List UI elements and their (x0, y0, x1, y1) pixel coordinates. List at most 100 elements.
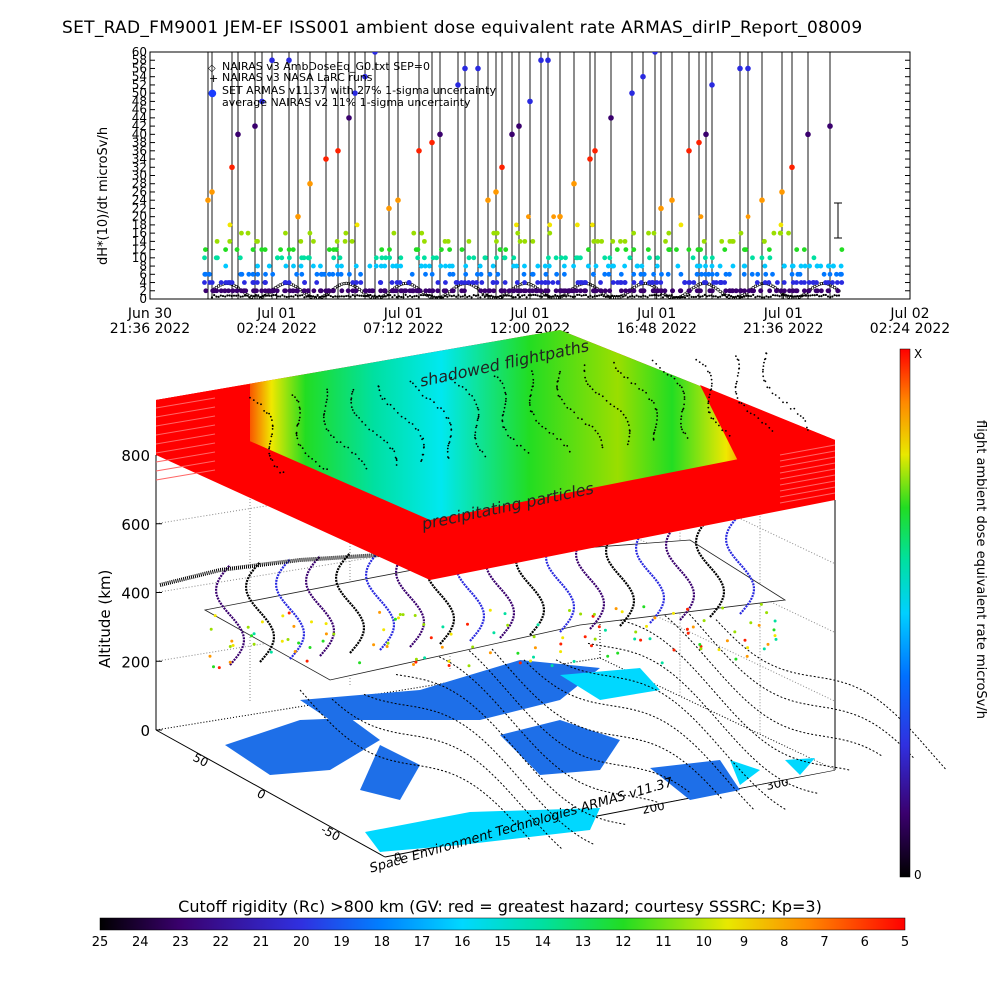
armas-point (474, 280, 479, 285)
nairas-point (466, 295, 469, 299)
shadowed-track-dot (557, 394, 560, 397)
armas-point (206, 271, 212, 277)
armas-point (666, 230, 672, 236)
nairas-point (819, 281, 824, 286)
orbit-edge-point (561, 636, 565, 640)
armas-point (413, 247, 419, 253)
nairas-point (287, 295, 291, 298)
armas-point (654, 288, 660, 294)
shadowed-track-dot (712, 417, 715, 420)
armas-point (254, 288, 259, 294)
bottom-colorbar (99, 917, 906, 931)
shadowed-track-dot (386, 441, 389, 444)
nairas-point (250, 294, 253, 297)
shadowed-track-dot (475, 403, 478, 406)
armas-point (545, 288, 551, 294)
shadowed-track-dot (249, 396, 251, 399)
shadowed-track-dot (659, 367, 661, 369)
armas-spike-point (745, 65, 751, 72)
shadowed-track-dot (404, 417, 407, 420)
armas-point (421, 255, 427, 261)
armas-point (543, 271, 549, 277)
nairas-point (342, 281, 346, 286)
orbit-edge-point (488, 608, 492, 612)
shadowed-track-dot (414, 427, 417, 430)
nairas-point (688, 293, 691, 297)
orbit-edge-point (293, 650, 297, 653)
nairas-point (307, 294, 310, 298)
orbit-edge-point (382, 628, 386, 632)
nairas-point (822, 293, 825, 297)
nairas-point (463, 294, 467, 297)
top-y-label: dH*(10)/dt microSv/h (96, 126, 111, 265)
shadowed-track-dot (734, 391, 737, 393)
shadowed-track-dot (682, 431, 685, 434)
nairas-point (513, 285, 518, 289)
armas-point (797, 271, 803, 277)
nairas-point (824, 293, 827, 297)
orbit-edge-point (332, 632, 336, 636)
orbit-edge-point (766, 642, 770, 646)
armas-spike-point (516, 123, 522, 129)
nairas-point (642, 294, 645, 297)
nairas-point (810, 286, 815, 290)
y-tick-label: 44 (132, 111, 147, 125)
nairas-point (793, 295, 797, 298)
armas-spike-point (703, 131, 709, 138)
armas-point (274, 255, 280, 261)
armas-series (202, 52, 845, 294)
armas-point (498, 288, 504, 294)
shadowed-track-dot (481, 450, 484, 453)
shadowed-track-dot (581, 418, 583, 421)
shadowed-track-dot (597, 432, 599, 435)
shadowed-track-dot (626, 420, 629, 423)
armas-point (755, 271, 761, 277)
armas-point (542, 263, 548, 269)
nairas-point (378, 294, 381, 298)
armas-spike-point (538, 57, 544, 64)
nairas-point (413, 295, 416, 298)
orbit-edge-point (743, 638, 747, 642)
nairas-point (587, 295, 590, 298)
armas-point (762, 263, 768, 269)
armas-spike-point (386, 205, 392, 212)
armas-point (443, 288, 449, 294)
shadowed-track-dot (269, 415, 272, 418)
armas-spike-point (229, 164, 235, 171)
nairas-point (624, 294, 627, 297)
shadowed-track-dot (449, 436, 452, 438)
armas-point (593, 263, 599, 269)
armas-spike-point (295, 213, 301, 220)
armas-point (283, 288, 288, 294)
nairas-point (602, 295, 605, 298)
armas-point (555, 280, 561, 285)
shadowed-track-dot (600, 439, 603, 441)
armas-point (729, 238, 735, 244)
armas-point (618, 288, 624, 294)
armas-point (339, 263, 344, 269)
armas-point (702, 255, 708, 261)
orbit-edge-point (648, 637, 652, 641)
grid-line (599, 451, 836, 565)
armas-point (218, 280, 224, 285)
orbit-track (725, 513, 755, 615)
armas-point (242, 280, 247, 285)
shadowed-track-dot (327, 429, 330, 432)
nairas-point (362, 294, 365, 298)
y-tick-label: 0 (139, 292, 147, 306)
orbit-edge-point (774, 637, 778, 641)
shadowed-track-dot (679, 384, 681, 387)
nairas-point (347, 294, 350, 297)
shadowed-track-dot (613, 361, 615, 364)
armas-spike-point (696, 139, 702, 146)
armas-spike-point (527, 98, 533, 105)
shadowed-track-dot (383, 439, 385, 442)
armas-point (709, 271, 715, 277)
orbit-edge-point (385, 645, 389, 648)
nairas-point (430, 294, 434, 297)
nairas-point (787, 294, 790, 297)
shadowed-track-dot (577, 417, 579, 419)
nairas-point (593, 295, 596, 298)
shadowed-track-dot (523, 448, 526, 451)
nairas-point (657, 294, 660, 297)
